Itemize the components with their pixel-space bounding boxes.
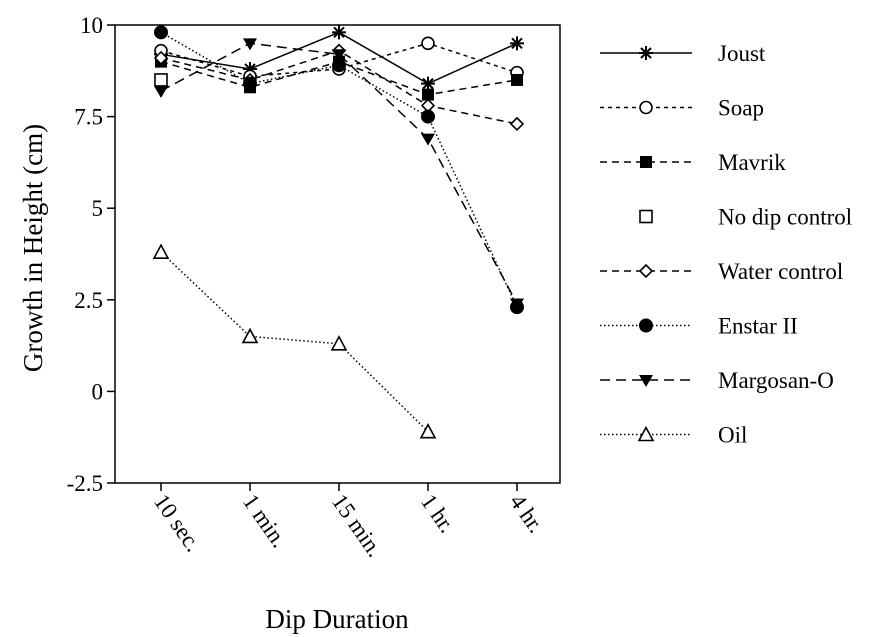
series-no-dip-control bbox=[154, 73, 168, 87]
legend-label: Joust bbox=[718, 41, 766, 66]
series-oil bbox=[152, 243, 437, 439]
data-point bbox=[153, 50, 169, 66]
legend-item: Oil bbox=[600, 423, 747, 448]
legend-label: No dip control bbox=[718, 205, 852, 230]
data-point bbox=[511, 73, 523, 86]
series-line bbox=[160, 42, 518, 304]
legend-item: Margosan-O bbox=[600, 368, 834, 393]
x-tick-label: 1 min. bbox=[238, 490, 292, 552]
y-axis-label: Growth in Height (cm) bbox=[18, 124, 48, 372]
plot-border bbox=[114, 24, 561, 484]
data-point bbox=[421, 133, 435, 146]
series-line bbox=[160, 251, 429, 433]
legend-marker bbox=[637, 425, 655, 442]
x-tick-label: 10 sec. bbox=[149, 490, 206, 557]
y-tick-label: 0 bbox=[92, 379, 104, 404]
data-point bbox=[243, 76, 257, 91]
data-point bbox=[421, 76, 435, 91]
legend-marker bbox=[638, 263, 654, 279]
legend-marker bbox=[639, 318, 653, 333]
y-tick-label: 10 bbox=[80, 13, 103, 38]
legend: Joust Soap Mavrik No dip control Water contr… bbox=[600, 41, 852, 448]
y-tick-label: 7.5 bbox=[74, 105, 103, 130]
x-tick-label: 1 hr. bbox=[416, 490, 460, 538]
data-point bbox=[422, 88, 434, 101]
y-tick-label: 5 bbox=[92, 196, 104, 221]
series-layer bbox=[152, 25, 525, 439]
data-point bbox=[421, 36, 435, 51]
x-tick-label: 4 hr. bbox=[505, 490, 549, 538]
legend-label: Enstar II bbox=[718, 314, 798, 339]
x-axis-label: Dip Duration bbox=[265, 604, 409, 634]
legend-marker bbox=[639, 209, 653, 224]
data-point bbox=[421, 109, 435, 124]
data-point bbox=[152, 243, 170, 259]
legend-label: Mavrik bbox=[718, 150, 786, 175]
data-point bbox=[154, 25, 168, 40]
data-point bbox=[510, 298, 524, 311]
legend-marker bbox=[639, 46, 653, 60]
data-point bbox=[154, 73, 168, 87]
y-axis: -2.5 0 2.5 5 7.5 10 bbox=[67, 13, 115, 496]
series-line bbox=[160, 31, 518, 308]
legend-marker bbox=[639, 375, 653, 387]
data-point bbox=[154, 85, 168, 98]
legend-label: Oil bbox=[718, 423, 747, 448]
legend-label: Water control bbox=[718, 259, 843, 284]
data-point bbox=[332, 49, 346, 62]
series-margosan-o bbox=[154, 38, 524, 311]
legend-item: No dip control bbox=[639, 205, 852, 230]
data-point bbox=[243, 38, 257, 51]
data-point bbox=[419, 423, 437, 439]
data-point bbox=[241, 327, 259, 344]
plot-area bbox=[114, 24, 561, 484]
legend-item: Joust bbox=[600, 41, 766, 66]
legend-item: Soap bbox=[600, 96, 764, 121]
data-point bbox=[332, 25, 346, 40]
legend-item: Mavrik bbox=[600, 150, 786, 175]
x-axis: 10 sec. 1 min. 15 min. 1 hr. 4 hr. bbox=[149, 483, 549, 561]
y-tick-label: -2.5 bbox=[67, 471, 103, 496]
data-point bbox=[510, 36, 524, 51]
legend-marker bbox=[639, 100, 653, 115]
data-point bbox=[509, 116, 525, 132]
legend-label: Margosan-O bbox=[718, 368, 834, 393]
series-enstar-ii bbox=[154, 25, 524, 315]
y-tick-label: 2.5 bbox=[74, 288, 103, 313]
legend-label: Soap bbox=[718, 96, 764, 121]
series-line bbox=[160, 42, 518, 78]
legend-item: Enstar II bbox=[600, 314, 798, 339]
x-tick-label: 15 min. bbox=[327, 490, 388, 562]
legend-marker bbox=[640, 156, 652, 168]
legend-item: Water control bbox=[600, 259, 843, 284]
data-point bbox=[330, 335, 348, 351]
